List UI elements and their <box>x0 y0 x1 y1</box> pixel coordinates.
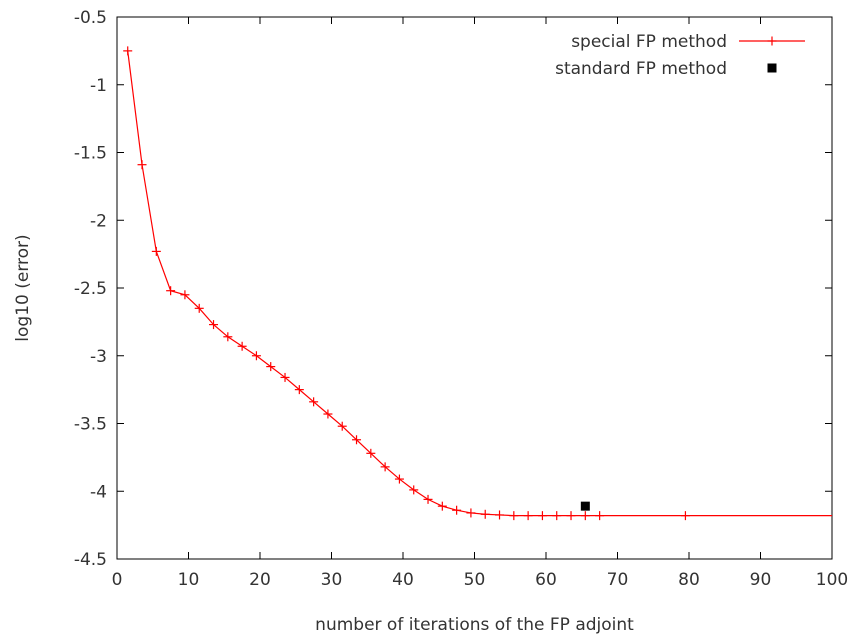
x-tick-label: 90 <box>750 570 772 590</box>
y-tick-label: -1 <box>90 76 107 96</box>
data-point <box>251 351 261 361</box>
data-point <box>180 290 190 300</box>
x-tick-label: 50 <box>464 570 486 590</box>
y-tick-label: -4 <box>90 482 107 502</box>
legend-marker <box>767 36 777 46</box>
data-point <box>580 501 590 511</box>
data-point <box>509 511 519 521</box>
data-point <box>294 385 304 395</box>
series-line <box>127 50 832 517</box>
x-tick-label: 0 <box>112 570 123 590</box>
x-tick-label: 30 <box>321 570 343 590</box>
data-point <box>495 510 505 520</box>
y-axis-ticks: -0.5 -1 -1.5 -2 -2.5 -3 -3.5 -4 -4.5 <box>74 8 832 570</box>
data-point <box>680 511 690 521</box>
data-point <box>337 421 347 431</box>
data-point <box>309 397 319 407</box>
y-tick-label: -0.5 <box>74 8 107 28</box>
data-point <box>523 511 533 521</box>
x-axis-label: number of iterations of the FP adjoint <box>315 615 634 635</box>
data-point <box>123 46 133 56</box>
data-point <box>366 448 376 458</box>
x-axis-ticks: 0 10 20 30 40 50 60 70 80 90 100 <box>112 17 848 590</box>
data-point <box>380 462 390 472</box>
x-tick-label: 70 <box>607 570 629 590</box>
data-point <box>209 320 219 330</box>
data-point <box>423 494 433 504</box>
y-tick-label: -2 <box>90 211 107 231</box>
data-point <box>166 286 176 296</box>
y-tick-label: -3.5 <box>74 415 107 435</box>
data-point <box>352 435 362 445</box>
y-tick-label: -3 <box>90 347 107 367</box>
y-axis-label: log10 (error) <box>13 234 33 341</box>
data-point <box>237 341 247 351</box>
legend-label: special FP method <box>571 32 727 52</box>
x-tick-label: 40 <box>392 570 414 590</box>
data-point <box>595 511 605 521</box>
data-point <box>280 372 290 382</box>
series-layer <box>123 46 832 521</box>
data-point <box>452 505 462 515</box>
x-tick-label: 80 <box>678 570 700 590</box>
data-point <box>137 160 147 170</box>
data-point <box>409 485 419 495</box>
data-point <box>394 474 404 484</box>
legend-label: standard FP method <box>555 59 727 79</box>
data-point <box>323 409 333 419</box>
x-tick-label: 20 <box>249 570 271 590</box>
x-tick-label: 60 <box>535 570 557 590</box>
data-point <box>223 332 233 342</box>
series-standard-fp-method <box>580 501 590 511</box>
data-point <box>537 511 547 521</box>
y-tick-label: -4.5 <box>74 550 107 570</box>
plot-frame <box>116 16 833 560</box>
series-special-fp-method <box>123 46 832 521</box>
data-point <box>480 509 490 519</box>
data-point <box>552 511 562 521</box>
data-point <box>580 511 590 521</box>
data-point <box>194 303 204 313</box>
y-tick-label: -1.5 <box>74 144 107 164</box>
data-point <box>466 508 476 518</box>
x-tick-label: 100 <box>816 570 848 590</box>
legend: special FP method standard FP method <box>555 32 805 79</box>
legend-marker <box>767 63 777 73</box>
x-tick-label: 10 <box>178 570 200 590</box>
data-point <box>437 501 447 511</box>
data-point <box>266 362 276 372</box>
y-tick-label: -2.5 <box>74 279 107 299</box>
data-point <box>151 246 161 256</box>
data-point <box>566 511 576 521</box>
